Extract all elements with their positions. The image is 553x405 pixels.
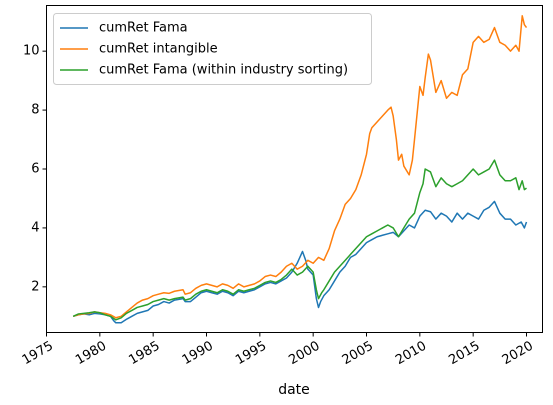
x-axis: 1975 1980 1985 1990 1995 2000 2005 2010 2015 2020 [20,332,536,369]
legend-box [53,13,372,85]
x-tick-label: 1980 [73,339,109,369]
series-line-1 [72,200,528,324]
y-axis: 2 4 6 8 10 [23,44,47,294]
legend-label-1: cumRet Fama [99,21,188,36]
y-tick-label: 2 [31,279,39,294]
y-tick-label: 6 [31,162,39,177]
y-tick-label: 10 [23,44,40,59]
plot-frame [46,5,543,333]
legend-label-2: cumRet intangible [99,42,218,57]
y-tick-label: 4 [31,220,39,235]
x-tick-label: 2005 [340,339,376,369]
x-tick-label: 2015 [446,339,482,369]
x-tick-label: 1990 [180,339,216,369]
x-tick-label: 2020 [500,339,536,369]
series-line-3 [72,159,527,321]
x-tick-label: 1995 [233,339,269,369]
x-tick-label: 2000 [286,339,322,369]
series-line-2 [72,15,528,319]
series-layer [72,15,528,324]
legend-label-3: cumRet Fama (within industry sorting) [99,63,348,78]
x-tick-label: 1975 [20,339,56,369]
x-axis-label: date [278,382,310,398]
x-tick-label: 2010 [393,339,429,369]
y-tick-label: 8 [31,103,39,118]
x-tick-label: 1985 [126,339,162,369]
legend: cumRet Fama cumRet intangible cumRet Fama … [53,13,372,85]
